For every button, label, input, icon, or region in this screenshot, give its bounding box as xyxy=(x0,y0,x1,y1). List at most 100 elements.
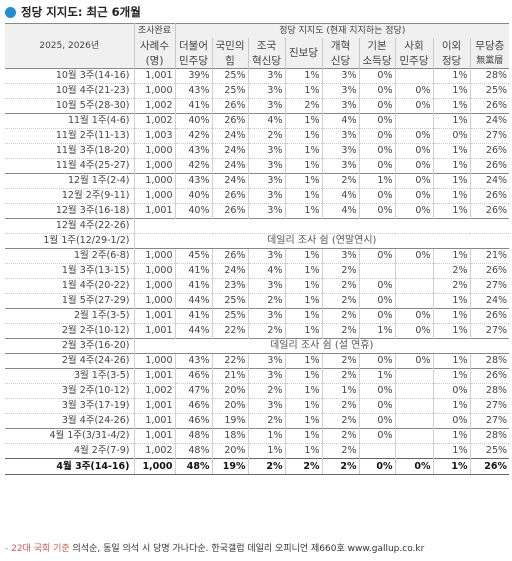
value-cell: 1% xyxy=(432,443,470,459)
period-cell: 1월 4주(20-22) xyxy=(5,278,134,294)
pause-notice-cell: 데일리 조사 쉼 (연말연시) xyxy=(133,233,510,249)
value-cell: 1% xyxy=(358,173,395,189)
value-cell: 0% xyxy=(394,308,433,324)
footer-note-text: 의석순, 동일 의석 시 당명 가나다순. 한국갤럽 데일리 오피니언 제660… xyxy=(69,544,425,554)
value-cell: 20% xyxy=(211,383,248,399)
value-cell: 0% xyxy=(358,158,395,174)
value-cell: 42% xyxy=(174,158,212,174)
value-cell: 1% xyxy=(284,248,322,264)
period-cell: 2월 4주(24-26) xyxy=(5,353,134,369)
value-cell: 24% xyxy=(211,128,248,144)
party-header-line1: 국민의 xyxy=(211,38,248,53)
value-cell: 26% xyxy=(469,458,510,475)
value-cell: 1% xyxy=(284,323,322,339)
value-cell: 3% xyxy=(321,98,359,114)
value-cell: 1% xyxy=(432,113,470,129)
value-cell: 0% xyxy=(358,458,395,475)
value-cell: 48% xyxy=(174,443,212,459)
value-cell: 3% xyxy=(321,158,359,174)
period-cell: 1월 2주(6-8) xyxy=(5,248,134,264)
value-cell: 2% xyxy=(247,413,285,429)
value-cell: 22% xyxy=(211,323,248,339)
sample-size-cell: 1,000 xyxy=(133,263,175,279)
value-cell: 0% xyxy=(358,128,395,144)
value-cell: 3% xyxy=(247,83,285,99)
value-cell: 0% xyxy=(358,278,395,294)
table-row: 2월 4주(24-26) 1,000 43% 22% 3% 1% 2% 0% 0% 1% 28% xyxy=(5,353,510,369)
party-header-line2: 無黨層 xyxy=(469,53,510,69)
value-cell: 2% xyxy=(284,98,322,114)
value-cell: 1% xyxy=(284,353,322,369)
value-cell: 41% xyxy=(174,98,212,114)
value-cell: 0% xyxy=(394,128,433,144)
value-cell xyxy=(394,263,433,279)
value-cell: 25% xyxy=(211,83,248,99)
value-cell: 40% xyxy=(174,188,212,204)
value-cell xyxy=(358,263,395,279)
value-cell: 0% xyxy=(358,68,395,84)
party-header-line2: 혁신당 xyxy=(247,53,285,69)
sample-size-cell: 1,002 xyxy=(133,113,175,129)
value-cell: 3% xyxy=(247,278,285,294)
value-cell: 25% xyxy=(469,83,510,99)
value-cell: 26% xyxy=(211,113,248,129)
value-cell: 0% xyxy=(358,98,395,114)
sample-header-1: 조사완료 xyxy=(133,23,175,38)
sample-size-cell: 1,002 xyxy=(133,98,175,114)
party-header-line2: 신당 xyxy=(321,53,359,69)
value-cell xyxy=(394,398,433,414)
value-cell: 1% xyxy=(432,428,470,444)
value-cell: 1% xyxy=(432,188,470,204)
value-cell: 0% xyxy=(358,248,395,264)
value-cell: 2% xyxy=(321,443,359,459)
period-cell: 3월 3주(17-19) xyxy=(5,398,134,414)
value-cell: 1% xyxy=(284,428,322,444)
period-cell: 3월 1주(3-5) xyxy=(5,368,134,384)
value-cell: 45% xyxy=(174,248,212,264)
value-cell: 2% xyxy=(321,278,359,294)
value-cell: 0% xyxy=(394,248,433,264)
table-header: 2025, 2026년 조사완료 정당 지지도 (현재 지지하는 정당) 사례수… xyxy=(5,23,510,69)
table-row: 3월 4주(24-26) 1,001 46% 19% 2% 1% 2% 0% 0% 27% xyxy=(5,413,510,429)
value-cell: 1% xyxy=(432,173,470,189)
value-cell: 24% xyxy=(211,143,248,159)
value-cell: 46% xyxy=(174,368,212,384)
value-cell: 2% xyxy=(321,353,359,369)
value-cell: 1% xyxy=(432,353,470,369)
value-cell: 1% xyxy=(284,443,322,459)
value-cell: 3% xyxy=(321,68,359,84)
value-cell: 1% xyxy=(284,173,322,189)
value-cell: 3% xyxy=(247,308,285,324)
table-row: 11월 1주(4-6) 1,002 40% 26% 4% 1% 4% 0% 1% 24% xyxy=(5,113,510,129)
page-title: 정당 지지도: 최근 6개월 xyxy=(5,4,141,20)
sample-size-cell: 1,002 xyxy=(133,443,175,459)
value-cell: 18% xyxy=(211,428,248,444)
value-cell: 1% xyxy=(284,413,322,429)
sample-size-cell: 1,000 xyxy=(133,143,175,159)
value-cell xyxy=(358,443,395,459)
value-cell: 25% xyxy=(211,308,248,324)
value-cell: 3% xyxy=(321,128,359,144)
value-cell: 0% xyxy=(394,158,433,174)
party-header-line1: 더불어 xyxy=(174,38,212,53)
party-header-line2: 민주당 xyxy=(394,53,433,69)
value-cell: 26% xyxy=(211,203,248,219)
value-cell: 3% xyxy=(321,83,359,99)
value-cell: 3% xyxy=(247,203,285,219)
value-cell: 1% xyxy=(432,323,470,339)
period-cell: 1월 1주(12/29-1/2) xyxy=(5,233,134,249)
value-cell: 26% xyxy=(469,143,510,159)
value-cell: 0% xyxy=(358,308,395,324)
value-cell: 0% xyxy=(358,413,395,429)
value-cell: 2% xyxy=(432,278,470,294)
period-header: 2025, 2026년 xyxy=(5,23,134,69)
page-title-text: 정당 지지도: 최근 6개월 xyxy=(21,5,141,19)
value-cell: 2% xyxy=(321,263,359,279)
value-cell: 1% xyxy=(432,83,470,99)
value-cell: 23% xyxy=(211,278,248,294)
sample-size-cell: 1,000 xyxy=(133,248,175,264)
sample-size-cell: 1,001 xyxy=(133,203,175,219)
value-cell xyxy=(394,443,433,459)
table-row: 3월 1주(3-5) 1,001 46% 21% 3% 1% 2% 1% 1% 26% xyxy=(5,368,510,384)
value-cell: 46% xyxy=(174,398,212,414)
